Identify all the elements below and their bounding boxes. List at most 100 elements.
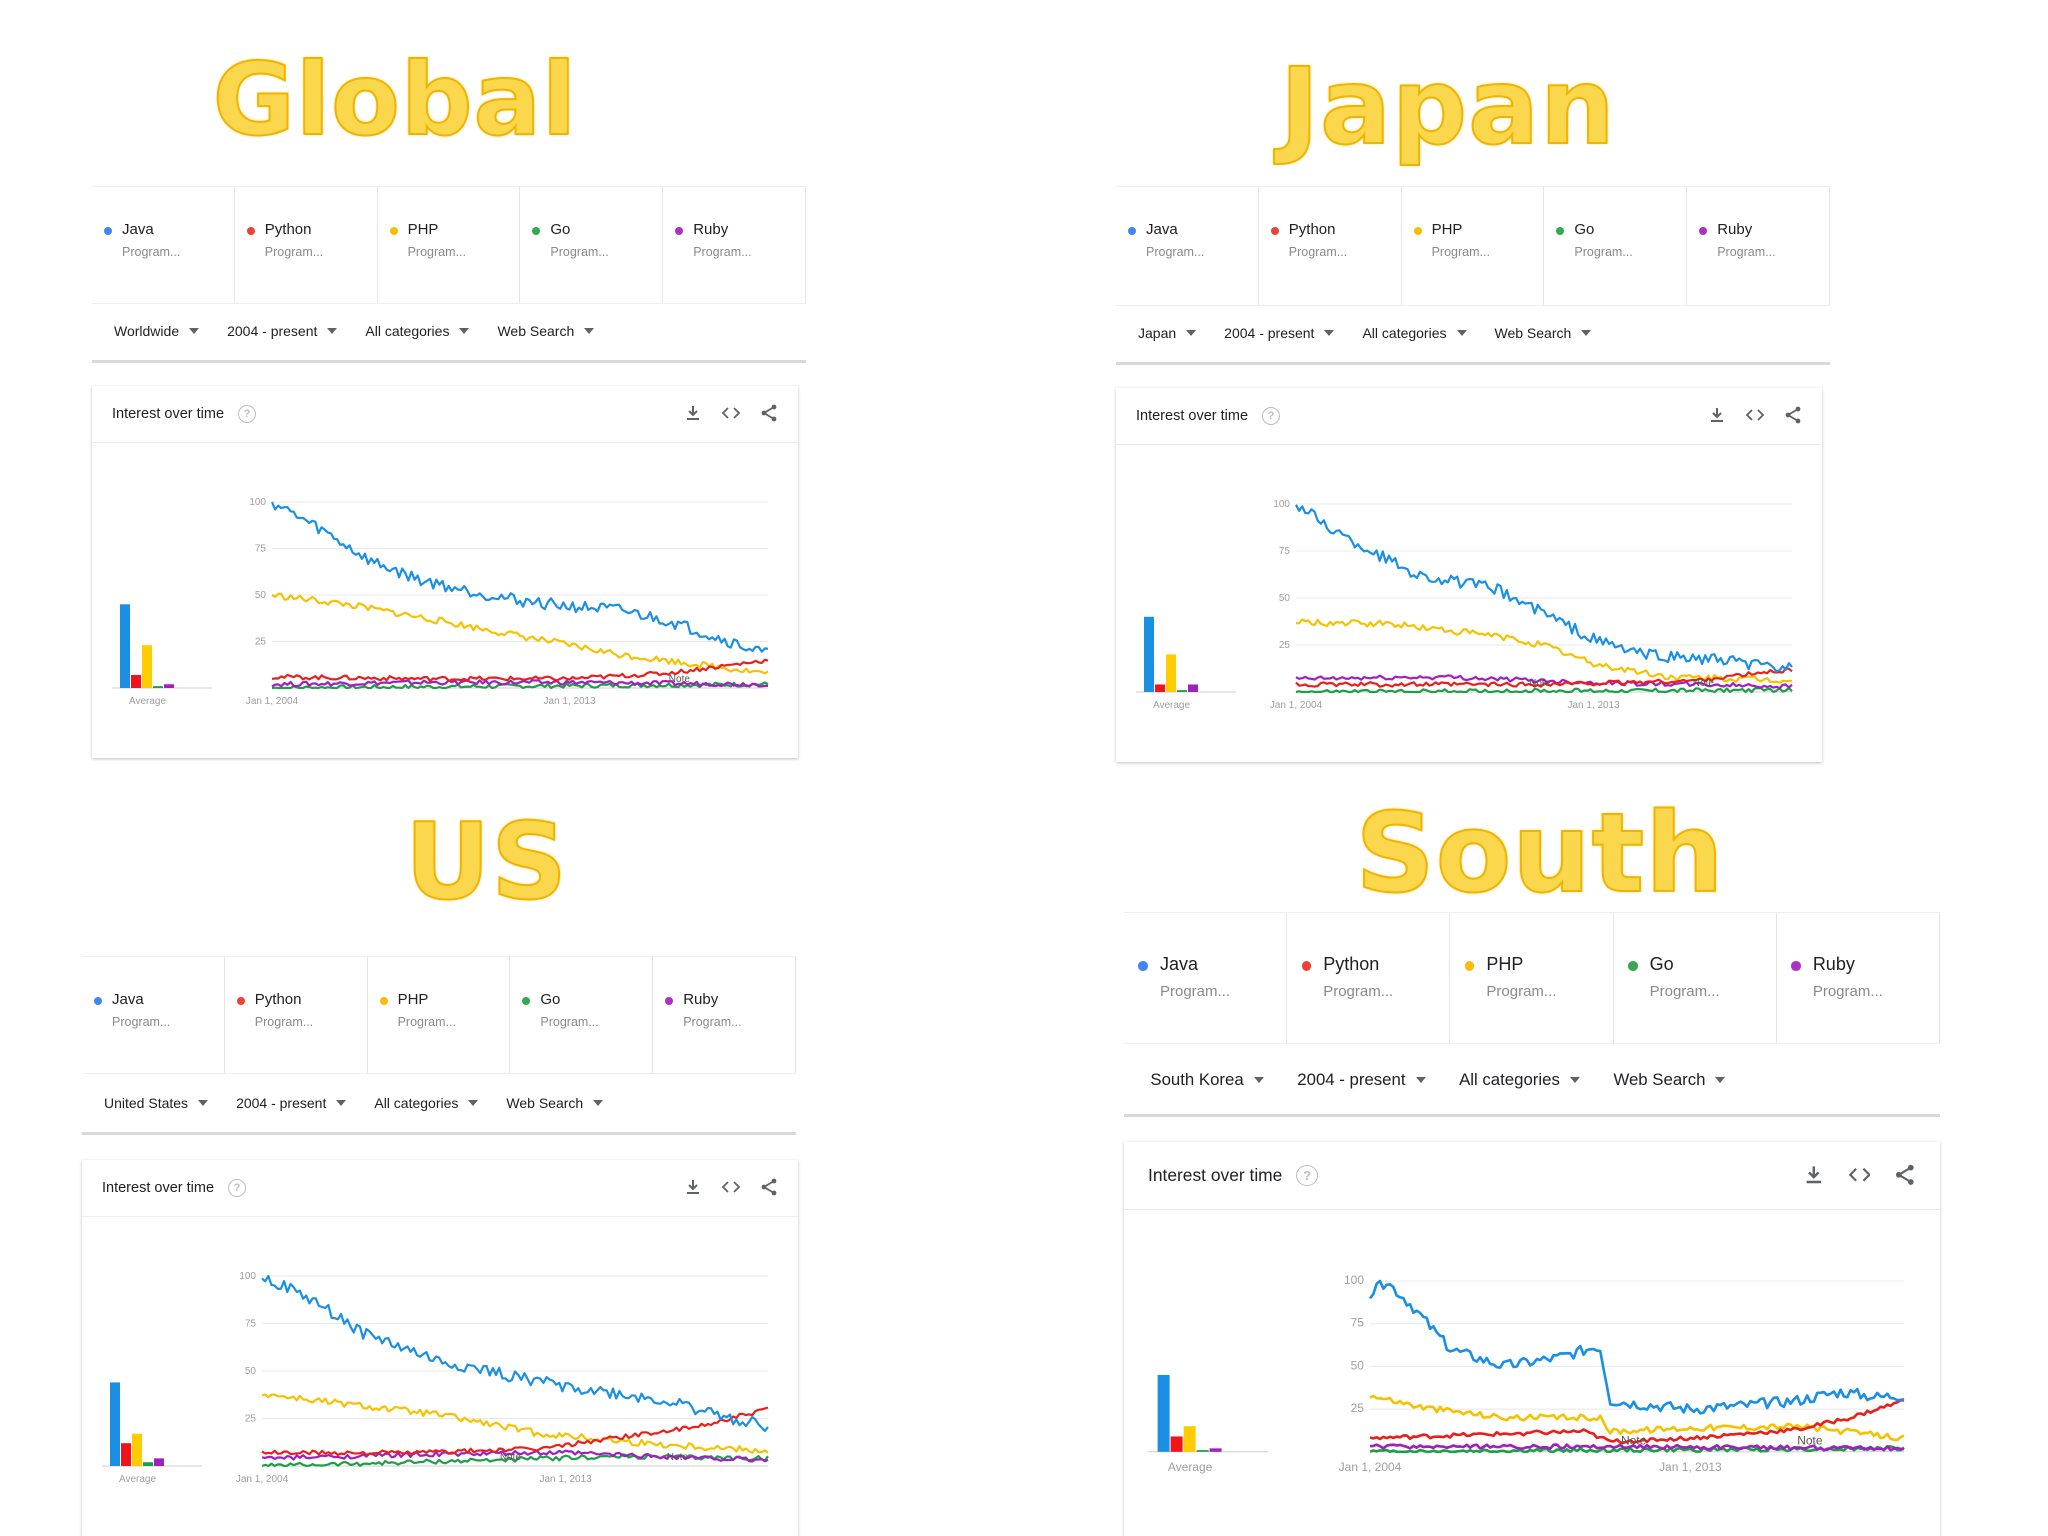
card-header: Interest over time? xyxy=(82,1160,798,1217)
term-type: Program... xyxy=(407,245,466,259)
download-icon[interactable] xyxy=(1803,1164,1825,1186)
search-term-php[interactable]: PHP Program... xyxy=(1402,187,1545,305)
search-type-filter[interactable]: Web Search xyxy=(1613,1070,1726,1090)
term-type: Program... xyxy=(693,245,752,259)
search-term-python[interactable]: Python Program... xyxy=(1259,187,1402,305)
help-icon[interactable]: ? xyxy=(1262,407,1281,425)
chevron-down-icon xyxy=(189,328,200,334)
search-term-ruby[interactable]: Ruby Program... xyxy=(1777,913,1941,1043)
chevron-down-icon xyxy=(1581,330,1592,336)
download-icon[interactable] xyxy=(684,1178,702,1196)
term-color-dot xyxy=(389,227,398,235)
search-term-php[interactable]: PHP Program... xyxy=(368,957,511,1073)
search-terms-row: Java Program... Python Program... PHP Program… xyxy=(92,186,806,304)
term-type: Program... xyxy=(1486,982,1557,1000)
search-term-php[interactable]: PHP Program... xyxy=(1450,913,1614,1043)
search-type-filter[interactable]: Web Search xyxy=(1495,325,1592,341)
term-name: Ruby xyxy=(1717,221,1753,238)
search-term-php[interactable]: PHP Program... xyxy=(378,187,521,303)
card-title: Interest over time xyxy=(1136,408,1249,424)
y-tick-label: 100 xyxy=(239,1271,256,1282)
term-color-dot xyxy=(1270,227,1279,235)
region-title: US xyxy=(404,801,568,923)
series-line-go xyxy=(1295,686,1793,694)
download-icon[interactable] xyxy=(1708,406,1726,424)
term-color-dot xyxy=(104,227,112,235)
term-name: Ruby xyxy=(1812,953,1855,974)
search-term-java[interactable]: Java Program... xyxy=(1116,187,1259,305)
search-type-filter[interactable]: Web Search xyxy=(497,323,595,339)
search-term-java[interactable]: Java Program... xyxy=(1124,913,1288,1043)
time-range-filter[interactable]: 2004 - present xyxy=(236,1095,347,1111)
share-icon[interactable] xyxy=(1784,406,1802,424)
term-color-dot xyxy=(246,227,255,235)
search-type-filter-label: Web Search xyxy=(506,1095,584,1111)
region-filter[interactable]: South Korea xyxy=(1150,1070,1264,1090)
search-term-go[interactable]: Go Program... xyxy=(1614,913,1777,1043)
term-name: Python xyxy=(264,221,312,238)
help-icon[interactable]: ? xyxy=(228,1179,247,1197)
term-name: PHP xyxy=(1486,953,1524,974)
time-range-filter[interactable]: 2004 - present xyxy=(1224,325,1335,341)
note-label: Note xyxy=(669,674,691,685)
help-icon[interactable]: ? xyxy=(238,405,257,423)
term-name: Java xyxy=(122,221,154,238)
chevron-down-icon xyxy=(459,328,470,334)
series-line-java xyxy=(1368,1279,1905,1415)
embed-code-icon[interactable] xyxy=(722,404,740,422)
y-tick-label: 25 xyxy=(1351,1401,1365,1415)
search-type-filter[interactable]: Web Search xyxy=(506,1095,604,1111)
search-term-ruby[interactable]: Ruby Program... xyxy=(1687,187,1830,305)
x-tick-label: Jan 1, 2013 xyxy=(539,1474,592,1485)
series-line-php xyxy=(1295,618,1792,684)
time-range-filter-label: 2004 - present xyxy=(1224,325,1315,341)
series-line-ruby xyxy=(1295,674,1793,690)
term-type: Program... xyxy=(1574,245,1633,259)
time-range-filter-label: 2004 - present xyxy=(227,323,318,339)
y-tick-label: 25 xyxy=(1279,640,1291,651)
region-filter[interactable]: Japan xyxy=(1138,325,1197,341)
term-type: Program... xyxy=(112,1015,171,1029)
average-bar-php xyxy=(1183,1426,1196,1452)
search-term-java[interactable]: Java Program... xyxy=(92,187,235,303)
category-filter[interactable]: All categories xyxy=(365,323,470,339)
embed-code-icon[interactable] xyxy=(722,1178,740,1196)
time-range-filter[interactable]: 2004 - present xyxy=(227,323,338,339)
term-type: Program... xyxy=(264,245,324,259)
term-color-dot xyxy=(1128,227,1136,235)
average-bar-ruby xyxy=(164,684,174,688)
search-term-ruby[interactable]: Ruby Program... xyxy=(653,957,796,1073)
search-term-python[interactable]: Python Program... xyxy=(235,187,378,303)
search-term-java[interactable]: Java Program... xyxy=(82,957,225,1073)
y-tick-label: 50 xyxy=(1279,593,1291,604)
search-term-go[interactable]: Go Program... xyxy=(510,957,654,1073)
region-title: Japan xyxy=(1279,46,1616,168)
region-filter[interactable]: Worldwide xyxy=(114,323,200,339)
embed-code-icon[interactable] xyxy=(1848,1164,1871,1186)
chevron-down-icon xyxy=(1253,1077,1264,1083)
time-range-filter[interactable]: 2004 - present xyxy=(1297,1070,1426,1090)
share-icon[interactable] xyxy=(760,1178,778,1196)
filters-row: South Korea 2004 - present All categories W… xyxy=(1124,1052,1940,1108)
share-icon[interactable] xyxy=(760,404,778,422)
search-term-go[interactable]: Go Program... xyxy=(520,187,664,303)
category-filter[interactable]: All categories xyxy=(1362,325,1467,341)
series-line-python xyxy=(1369,1399,1905,1445)
category-filter[interactable]: All categories xyxy=(374,1095,479,1111)
category-filter[interactable]: All categories xyxy=(1459,1070,1580,1090)
card-title: Interest over time xyxy=(112,406,225,422)
term-type: Program... xyxy=(1431,245,1490,259)
help-icon[interactable]: ? xyxy=(1296,1164,1318,1187)
average-bar-ruby xyxy=(1209,1448,1222,1452)
search-term-go[interactable]: Go Program... xyxy=(1544,187,1688,305)
embed-code-icon[interactable] xyxy=(1746,406,1764,424)
search-term-python[interactable]: Python Program... xyxy=(1287,913,1451,1043)
series-line-ruby xyxy=(261,1449,769,1463)
download-icon[interactable] xyxy=(684,404,702,422)
search-term-python[interactable]: Python Program... xyxy=(225,957,368,1073)
search-term-ruby[interactable]: Ruby Program... xyxy=(663,187,806,303)
filters-row: United States 2004 - present All categorie… xyxy=(82,1078,796,1128)
share-icon[interactable] xyxy=(1894,1164,1916,1186)
region-filter[interactable]: United States xyxy=(104,1095,209,1111)
category-filter-label: All categories xyxy=(1459,1070,1560,1089)
